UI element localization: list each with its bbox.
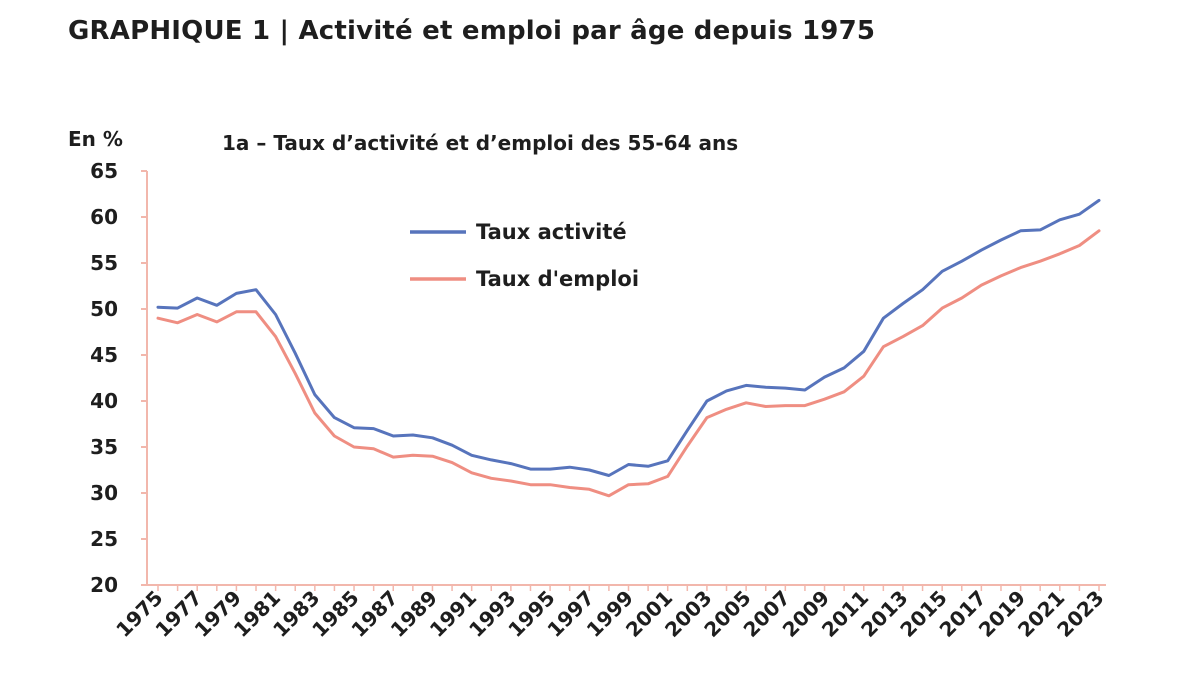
legend-label-2: Taux d'emploi [476, 267, 639, 291]
series-lines [156, 198, 1101, 498]
y-tick-label: 35 [90, 435, 118, 459]
legend: Taux activité Taux d'emploi [410, 220, 639, 291]
legend-label-1: Taux activité [476, 220, 627, 244]
y-tick-label: 40 [90, 389, 118, 413]
series-line-2 [156, 229, 1101, 498]
y-tick-label: 45 [90, 343, 118, 367]
y-axis: 20 25 30 35 40 45 50 55 60 65 [90, 159, 148, 597]
y-tick-label: 50 [90, 297, 118, 321]
y-tick-label: 60 [90, 205, 118, 229]
series-line-1 [156, 198, 1101, 477]
y-tick-label: 55 [90, 251, 118, 275]
y-axis-unit-label: En % [68, 127, 123, 151]
page-title: GRAPHIQUE 1 | Activité et emploi par âge… [68, 16, 876, 46]
y-tick-label: 65 [90, 159, 118, 183]
y-tick-label: 20 [90, 573, 118, 597]
y-tick-label: 30 [90, 481, 118, 505]
y-tick-label: 25 [90, 527, 118, 551]
x-axis: 1975197719791981198319851987198919911993… [111, 584, 1109, 642]
chart-subtitle: 1a – Taux d’activité et d’emploi des 55-… [222, 131, 738, 155]
